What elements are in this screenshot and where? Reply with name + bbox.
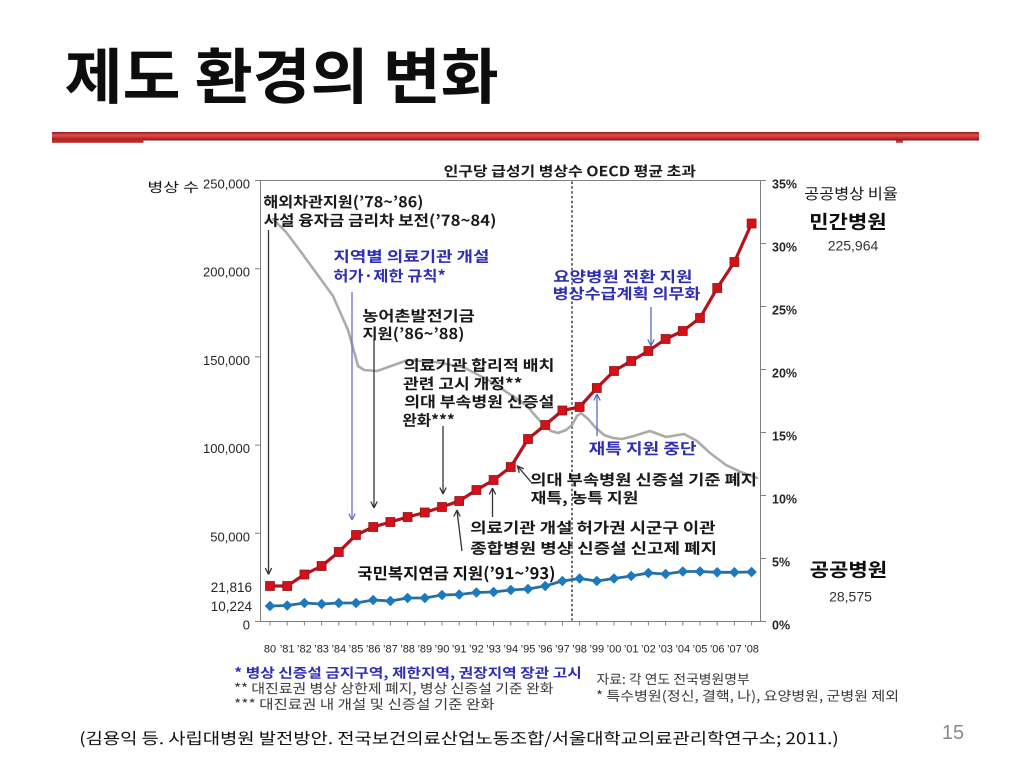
- svg-text:’87: ’87: [383, 644, 398, 656]
- svg-text:15: 15: [942, 722, 964, 744]
- svg-text:0%: 0%: [772, 619, 790, 633]
- svg-text:225,964: 225,964: [828, 238, 879, 254]
- svg-text:10,224: 10,224: [211, 599, 253, 614]
- svg-text:’88: ’88: [400, 644, 415, 656]
- svg-text:’95: ’95: [521, 644, 536, 656]
- svg-text:10%: 10%: [772, 493, 797, 507]
- svg-text:28,575: 28,575: [829, 589, 872, 605]
- svg-text:’90: ’90: [435, 644, 450, 656]
- svg-text:’98: ’98: [572, 644, 587, 656]
- svg-text:50,000: 50,000: [210, 529, 250, 544]
- svg-text:’99: ’99: [589, 644, 604, 656]
- svg-text:250,000: 250,000: [203, 177, 250, 192]
- svg-text:200,000: 200,000: [203, 265, 250, 280]
- svg-text:’07: ’07: [727, 644, 742, 656]
- svg-text:’89: ’89: [417, 644, 432, 656]
- svg-text:5%: 5%: [772, 556, 790, 570]
- svg-text:0: 0: [243, 618, 250, 633]
- svg-text:20%: 20%: [772, 367, 797, 381]
- svg-text:’04: ’04: [675, 644, 690, 656]
- svg-text:’92: ’92: [469, 644, 484, 656]
- svg-text:25%: 25%: [772, 304, 797, 318]
- svg-text:’01: ’01: [624, 644, 639, 656]
- svg-text:100,000: 100,000: [203, 441, 250, 456]
- svg-text:’91: ’91: [452, 644, 467, 656]
- svg-text:’03: ’03: [658, 644, 673, 656]
- svg-text:’06: ’06: [710, 644, 725, 656]
- svg-text:’97: ’97: [555, 644, 570, 656]
- svg-text:’93: ’93: [486, 644, 501, 656]
- svg-text:’05: ’05: [693, 644, 708, 656]
- svg-text:15%: 15%: [772, 430, 797, 444]
- svg-text:30%: 30%: [772, 241, 797, 255]
- svg-text:’02: ’02: [641, 644, 656, 656]
- svg-text:’84: ’84: [331, 644, 346, 656]
- svg-text:’85: ’85: [349, 644, 364, 656]
- svg-text:’96: ’96: [538, 644, 553, 656]
- svg-text:’00: ’00: [607, 644, 622, 656]
- svg-text:’08: ’08: [744, 644, 759, 656]
- svg-text:’83: ’83: [314, 644, 329, 656]
- svg-text:80: 80: [264, 644, 276, 656]
- svg-text:’94: ’94: [503, 644, 518, 656]
- svg-text:150,000: 150,000: [203, 353, 250, 368]
- svg-text:’81: ’81: [280, 644, 295, 656]
- svg-text:’86: ’86: [366, 644, 381, 656]
- svg-text:35%: 35%: [772, 178, 797, 192]
- svg-text:21,816: 21,816: [211, 580, 252, 595]
- svg-text:’82: ’82: [297, 644, 312, 656]
